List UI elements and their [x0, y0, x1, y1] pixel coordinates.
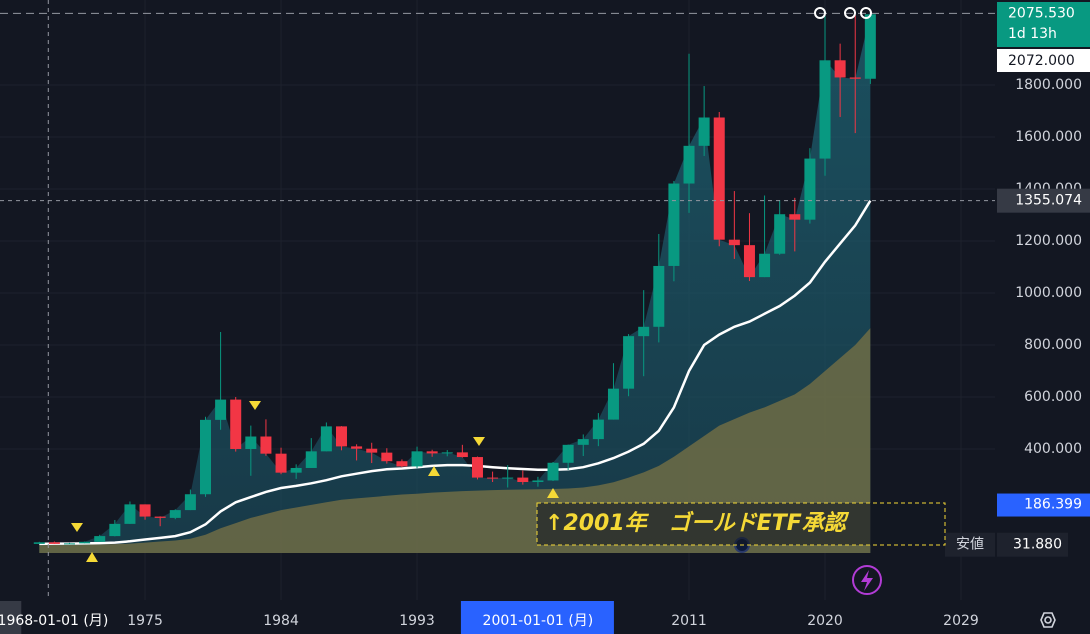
candle-body [683, 145, 695, 184]
last-price-box [997, 2, 1090, 47]
y-tick-label: 1200.000 [1015, 233, 1082, 249]
x-tick-label: 1984 [263, 613, 299, 629]
candle-body [577, 439, 589, 445]
level-price: 186.399 [1024, 497, 1082, 513]
candle-body [789, 214, 801, 220]
candle-body [290, 467, 302, 473]
candle-body [638, 326, 650, 337]
annotation-box [536, 502, 946, 546]
candle-body [366, 448, 378, 453]
last-close-box [997, 49, 1090, 72]
candle-body [169, 510, 181, 518]
signal-markers [71, 401, 559, 562]
candle-body [653, 265, 665, 327]
x-tick-label: 1993 [399, 613, 435, 629]
candle-body [64, 543, 76, 545]
candle-body [124, 504, 136, 524]
crosshair-time: 1968-01-01 (月) [0, 613, 108, 629]
y-tick-label: 400.000 [1024, 441, 1082, 457]
candle-body [668, 183, 680, 266]
candle-body [94, 536, 106, 542]
candle-body [592, 419, 604, 440]
candle-body [623, 336, 635, 389]
ma-line [39, 200, 872, 546]
y-tick-label: 1800.000 [1015, 77, 1082, 93]
candle-body [351, 446, 363, 449]
lower-band-area [39, 328, 871, 553]
candle-body [864, 14, 876, 79]
y-tick-label: 800.000 [1024, 337, 1082, 353]
candle-body [260, 436, 272, 454]
low-price: 31.880 [1013, 537, 1062, 553]
candle-body [562, 444, 574, 463]
annotation: ↑2001年 ゴールドETF承認 [545, 510, 850, 536]
settings-icon[interactable] [1040, 612, 1056, 628]
lightning-icon[interactable] [852, 565, 882, 595]
candle-body [759, 253, 771, 278]
candle-body [199, 419, 211, 495]
countdown: 1d 13h [1008, 26, 1057, 42]
x-tick-label: 2011 [671, 613, 707, 629]
low-box [997, 532, 1068, 557]
candle-body [743, 245, 755, 278]
crosshair-time-box [0, 601, 22, 634]
candle-body [230, 399, 242, 449]
candle-body [79, 541, 91, 544]
candle-body [487, 477, 499, 479]
candle-body [335, 426, 347, 447]
candle-body [804, 158, 816, 220]
candle-body [456, 452, 468, 458]
crosshair-price-box [997, 188, 1090, 213]
last-price: 2075.530 [1008, 5, 1075, 21]
candle-body [698, 117, 710, 146]
candle-body [381, 452, 393, 462]
candle-body [139, 504, 151, 517]
close-area [39, 14, 871, 553]
candle-body [33, 542, 45, 544]
candle-body [320, 426, 332, 452]
candle-body [547, 462, 559, 481]
candle-body [713, 117, 725, 240]
candle-body [109, 523, 121, 537]
candle-body [471, 457, 483, 478]
candle-body [275, 453, 287, 473]
candle-body [607, 388, 619, 420]
candle-body [215, 399, 227, 420]
low-name-box [945, 532, 995, 557]
price-axis [995, 0, 1090, 634]
candle-body [849, 77, 861, 79]
candle-body [154, 516, 166, 518]
candle-body [396, 461, 408, 467]
y-tick-label: 600.000 [1024, 389, 1082, 405]
y-tick-label: 1000.000 [1015, 285, 1082, 301]
candle-body [245, 436, 257, 449]
candle-body [48, 542, 60, 544]
candle-body [819, 60, 831, 159]
candle-body [411, 451, 423, 467]
candle-body [728, 239, 740, 246]
highlight-time-box [460, 601, 614, 634]
y-tick-label: 1600.000 [1015, 129, 1082, 145]
crosshair-price: 1355.074 [1015, 193, 1082, 209]
x-tick-label: 2029 [943, 613, 979, 629]
candle-body [426, 451, 438, 454]
candle-body [532, 480, 544, 483]
candle-body [517, 477, 529, 483]
candle-body [774, 214, 786, 254]
candle-body [305, 451, 317, 468]
candle-body [834, 60, 846, 78]
level-box [997, 493, 1090, 517]
low-name: 安値 [956, 537, 984, 553]
candle-body [441, 452, 453, 454]
last-close: 2072.000 [1008, 53, 1075, 69]
x-tick-label: 1975 [127, 613, 163, 629]
candle-body [184, 494, 196, 511]
candle-body [502, 477, 514, 479]
x-tick-label: 2020 [807, 613, 843, 629]
highlight-time: 2001-01-01 (月) [483, 613, 594, 629]
high-markers [814, 7, 872, 19]
